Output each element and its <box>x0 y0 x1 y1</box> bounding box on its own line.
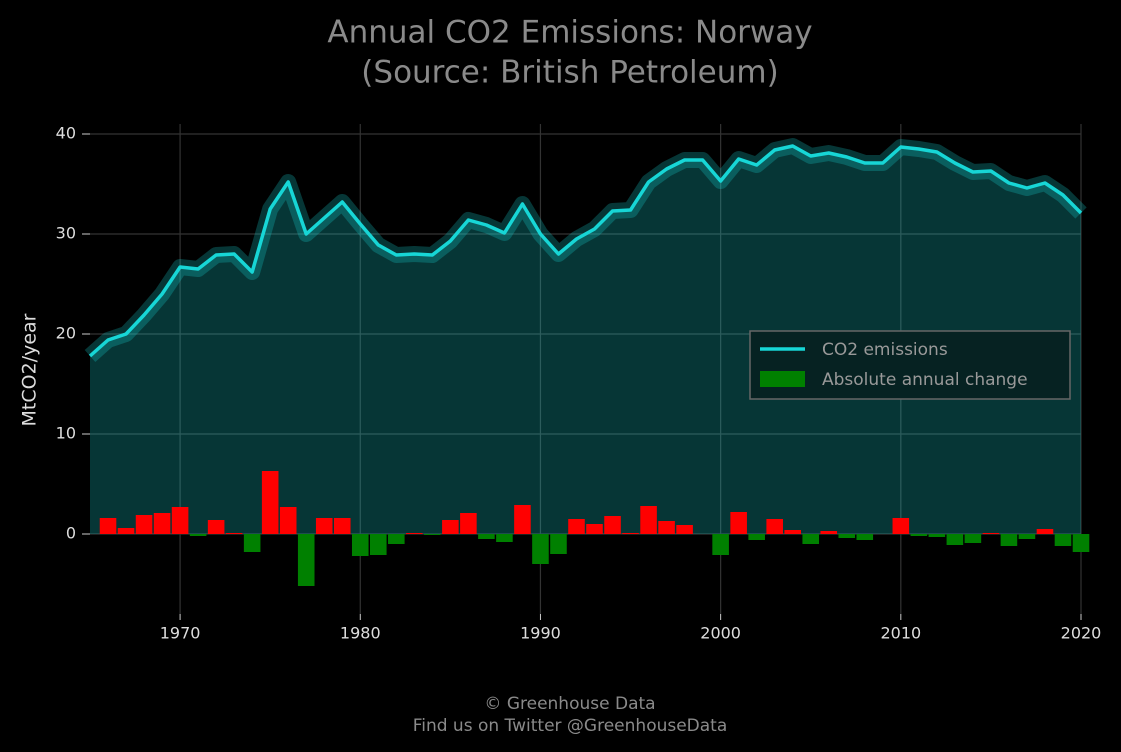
bar <box>676 525 693 534</box>
bar <box>135 515 153 534</box>
bar <box>928 534 946 537</box>
bar <box>496 534 513 542</box>
legend-label: Absolute annual change <box>822 370 1028 390</box>
bar <box>207 520 225 534</box>
bar <box>99 518 117 534</box>
y-tick-label: 0 <box>66 524 76 543</box>
x-tick-label: 2020 <box>1061 624 1102 643</box>
bar <box>351 534 369 556</box>
bar <box>1018 534 1036 539</box>
bar <box>171 507 189 534</box>
bar <box>658 521 675 534</box>
bar <box>279 507 297 534</box>
bar <box>730 512 747 534</box>
bar <box>1000 534 1018 546</box>
chart-title: (Source: British Petroleum) <box>361 55 778 91</box>
x-tick-label: 1980 <box>340 624 381 643</box>
bar <box>640 506 657 534</box>
bar <box>550 534 567 554</box>
bar <box>478 534 495 539</box>
bar <box>604 516 621 534</box>
x-tick-label: 1970 <box>160 624 201 643</box>
bar <box>243 534 261 552</box>
bar <box>586 524 603 534</box>
bar <box>225 533 243 534</box>
bar <box>117 528 135 534</box>
x-tick-label: 2010 <box>880 624 921 643</box>
bar <box>442 520 459 534</box>
y-axis-label: MtCO2/year <box>19 313 41 426</box>
legend-label: CO2 emissions <box>822 340 948 360</box>
bar <box>838 534 856 538</box>
line <box>88 144 1083 358</box>
bar <box>802 534 820 544</box>
bar <box>333 518 351 534</box>
bar <box>568 519 585 534</box>
y-tick-label: 20 <box>56 324 76 343</box>
bar <box>910 534 928 536</box>
x-tick-label: 1990 <box>520 624 561 643</box>
area <box>90 146 1081 534</box>
bar <box>388 534 405 544</box>
bar <box>622 533 639 534</box>
bar <box>424 534 441 535</box>
footer: Find us on Twitter @GreenhouseData <box>413 716 728 736</box>
bar <box>370 534 387 555</box>
y-tick-label: 30 <box>56 224 76 243</box>
bar <box>514 505 531 534</box>
bar <box>1036 529 1054 534</box>
bar <box>153 513 171 534</box>
bar <box>748 534 765 540</box>
x-tick-label: 2000 <box>700 624 741 643</box>
footer: © Greenhouse Data <box>484 694 655 714</box>
legend-swatch <box>760 371 805 387</box>
legend-box <box>749 330 1071 400</box>
chart-title: Annual CO2 Emissions: Norway <box>327 15 812 51</box>
bar <box>856 534 874 540</box>
bar <box>820 531 838 534</box>
bar <box>712 534 729 555</box>
bar <box>892 518 910 534</box>
y-tick-label: 10 <box>56 424 76 443</box>
bar <box>946 534 964 545</box>
bar <box>982 533 1000 534</box>
bar <box>784 530 801 534</box>
bar <box>406 533 423 534</box>
bar <box>261 471 279 534</box>
y-tick-label: 40 <box>56 124 76 143</box>
bar <box>315 518 333 534</box>
bar <box>964 534 982 543</box>
bar <box>189 534 207 536</box>
bar <box>766 519 783 534</box>
bar <box>1072 534 1090 552</box>
bar <box>460 513 477 534</box>
bar <box>532 534 549 564</box>
bar <box>1054 534 1072 546</box>
bar <box>297 534 315 586</box>
